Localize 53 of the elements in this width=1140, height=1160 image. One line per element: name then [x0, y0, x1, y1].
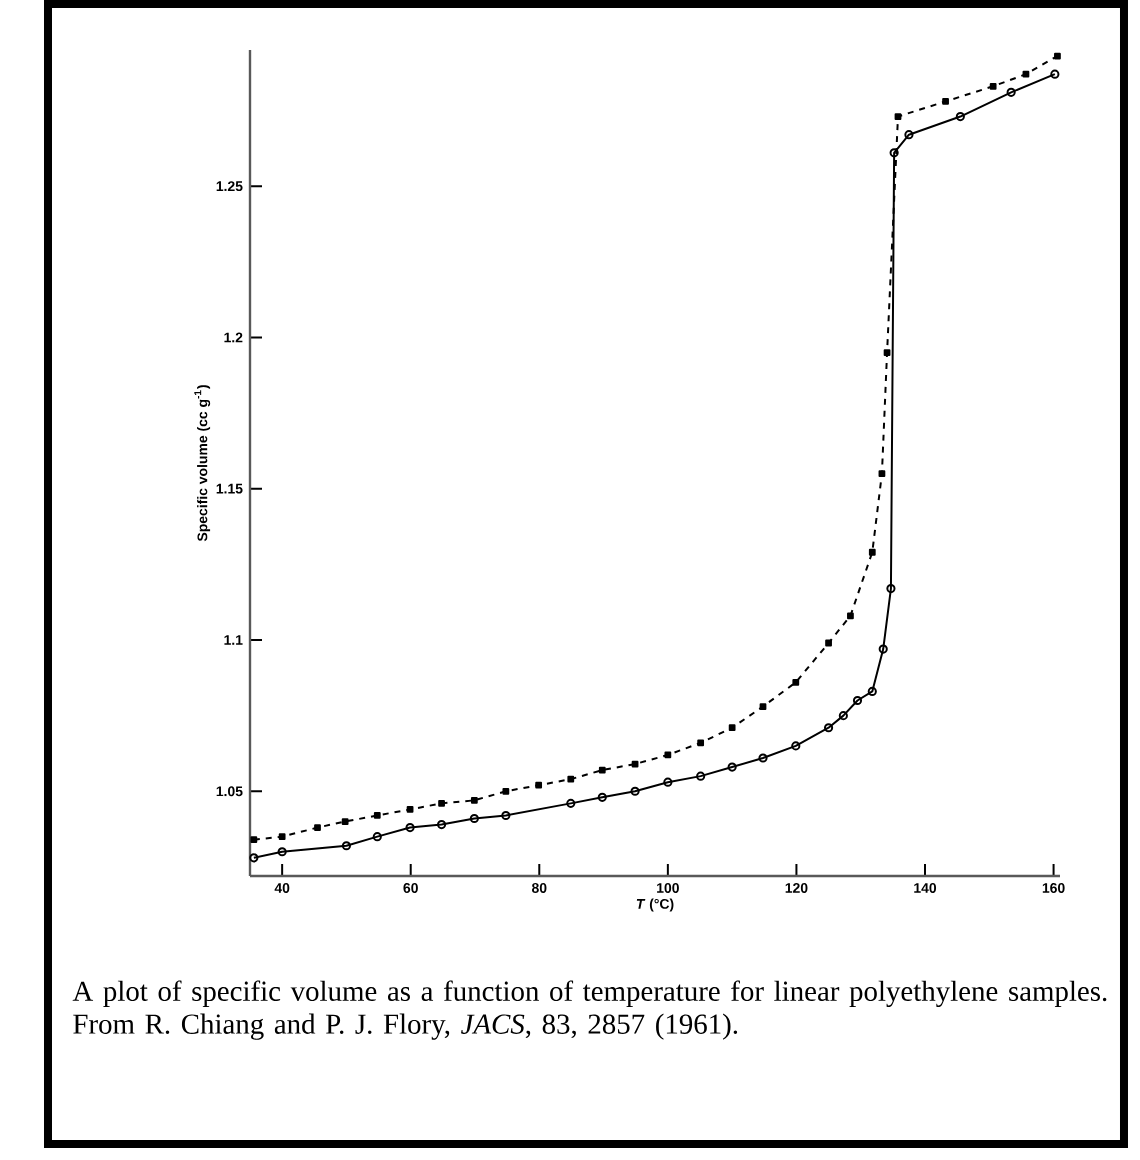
point	[758, 753, 768, 763]
point	[566, 798, 576, 808]
point	[663, 777, 673, 787]
point	[469, 813, 479, 824]
point	[989, 82, 997, 90]
point	[436, 819, 447, 830]
point	[942, 98, 949, 105]
point	[470, 796, 478, 804]
point	[878, 644, 888, 654]
text: A plot of specific volume as a function of temperature for linear polyethylene samples. From R. Chiang and P. J. Flory, JACS, 83, 2857 (1961).	[72, 980, 1107, 1040]
point	[341, 841, 352, 851]
point	[1006, 87, 1016, 97]
point	[878, 470, 886, 477]
point	[405, 822, 415, 833]
point	[630, 786, 640, 796]
point	[883, 349, 891, 356]
point	[598, 766, 606, 774]
point	[535, 781, 543, 789]
point	[868, 548, 876, 556]
point	[792, 678, 800, 686]
point	[406, 806, 414, 813]
point	[373, 812, 381, 819]
point	[696, 771, 706, 781]
point	[727, 762, 737, 772]
point	[867, 686, 877, 697]
point	[278, 833, 286, 841]
point	[438, 799, 445, 807]
point	[1054, 52, 1061, 60]
point	[791, 741, 801, 751]
point	[894, 113, 902, 120]
point	[567, 775, 575, 783]
point	[825, 639, 832, 647]
point	[1022, 70, 1030, 78]
point	[823, 723, 834, 733]
point	[314, 824, 321, 831]
point	[759, 703, 767, 710]
point	[955, 111, 965, 122]
point	[501, 810, 511, 821]
point	[852, 695, 863, 706]
point	[838, 711, 848, 721]
point	[250, 836, 258, 844]
point	[728, 724, 736, 732]
point	[372, 832, 382, 842]
point	[886, 583, 896, 594]
point	[904, 130, 914, 140]
point	[847, 612, 854, 620]
point	[341, 818, 349, 825]
point	[597, 792, 607, 802]
point	[502, 787, 510, 795]
point	[277, 847, 287, 857]
point	[697, 739, 705, 747]
point	[889, 148, 899, 158]
point	[664, 751, 672, 759]
